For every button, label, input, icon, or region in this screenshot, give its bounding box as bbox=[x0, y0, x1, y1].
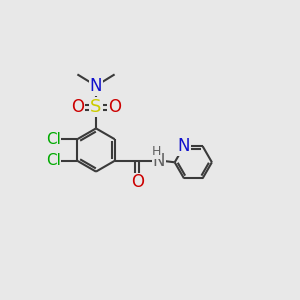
Text: O: O bbox=[71, 98, 84, 116]
Text: N: N bbox=[178, 137, 190, 155]
Text: S: S bbox=[90, 98, 102, 116]
Text: Cl: Cl bbox=[46, 132, 61, 147]
Text: Cl: Cl bbox=[46, 153, 61, 168]
Text: N: N bbox=[90, 77, 102, 95]
Text: H: H bbox=[152, 145, 161, 158]
Text: O: O bbox=[108, 98, 121, 116]
Text: N: N bbox=[153, 152, 165, 170]
Text: O: O bbox=[131, 173, 144, 191]
